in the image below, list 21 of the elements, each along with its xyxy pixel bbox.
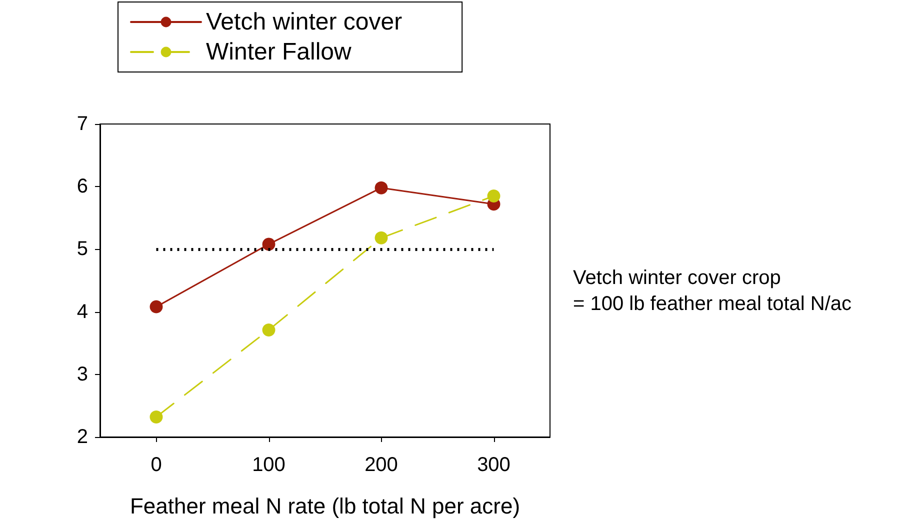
x-tick-label: 200 [364,454,398,476]
point [487,189,500,202]
y-tick-label: 4 [76,300,88,323]
y-tick-label: 2 [76,426,88,448]
x-tick-label: 0 [150,454,162,476]
y-tick-label: 5 [76,238,88,260]
point [262,323,276,336]
point [150,410,163,424]
y-tick-label: 3 [76,363,88,386]
text: Vetch winter cover crop = 100 lb feather meal total N/ac [573,267,852,315]
legend-label: Vetch winter cover [206,8,402,36]
point [262,238,276,251]
point [150,300,163,314]
y-tick-label: 7 [76,113,88,135]
point [374,181,388,194]
legend-label: Winter Fallow [206,38,352,66]
x-tick-label: 300 [477,454,510,476]
x-axis-title: Feather meal N rate (lb total N per acre) [130,494,520,518]
y-tick-label: 6 [76,176,88,198]
point [374,231,388,244]
x-tick-label: 100 [252,454,286,476]
